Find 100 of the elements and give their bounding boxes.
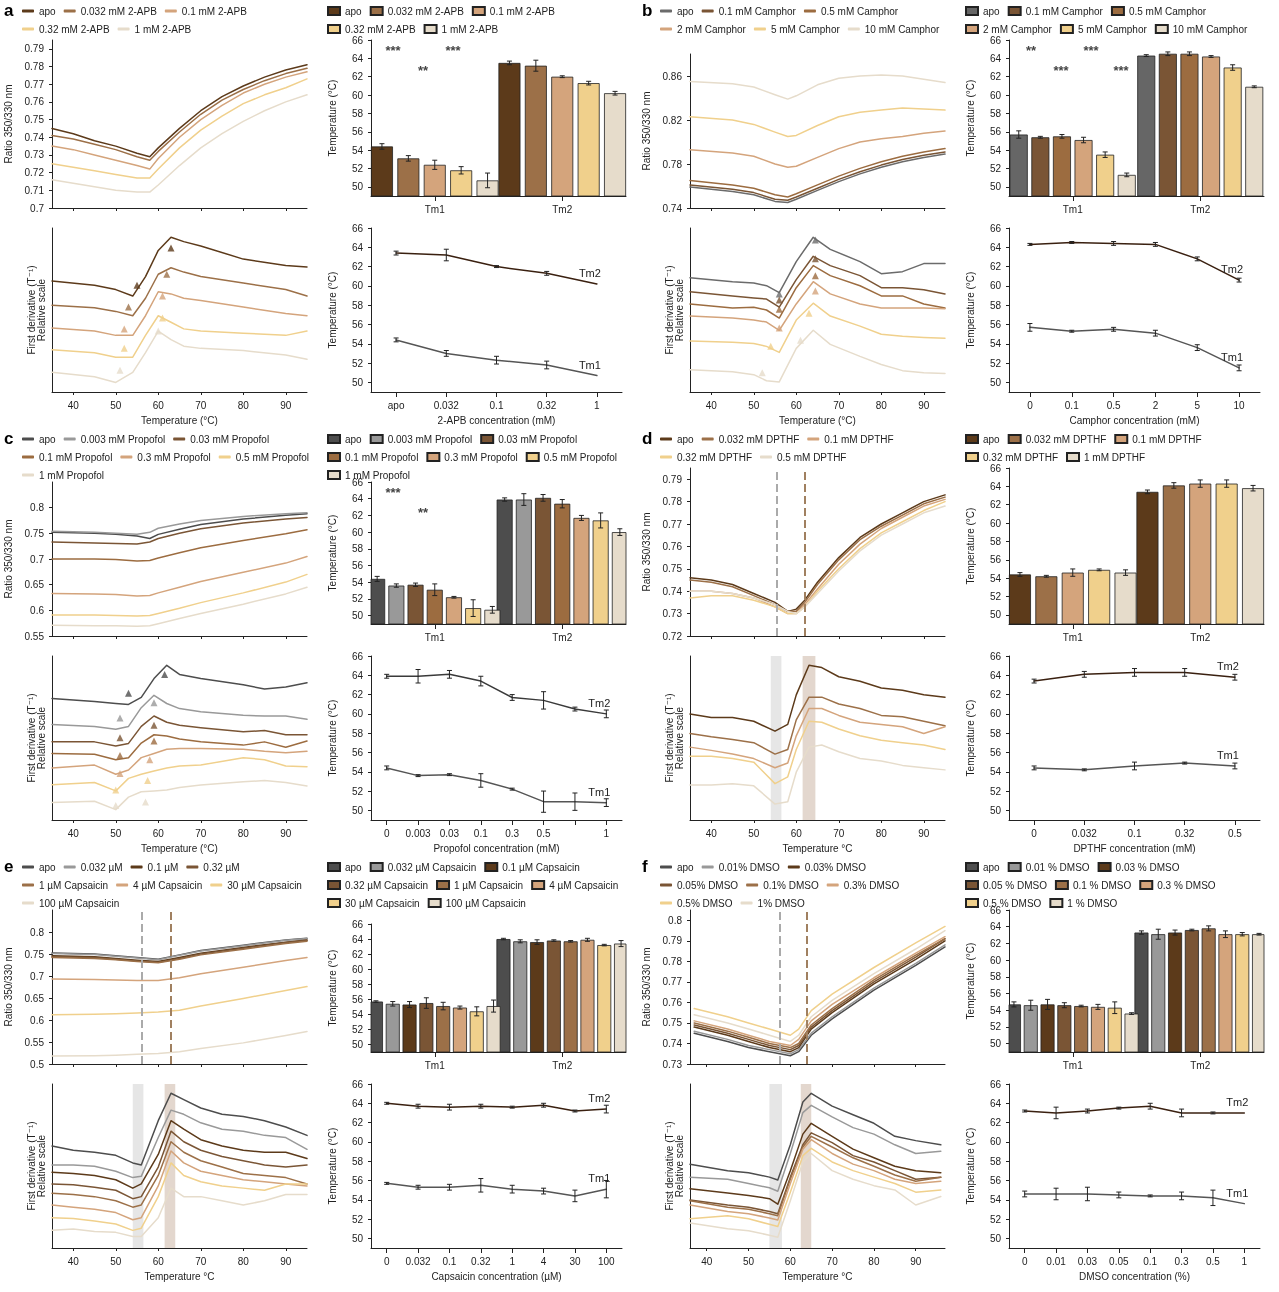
y-tick-label: 66	[989, 222, 1002, 234]
y-axis-title: Temperature (°C)	[964, 507, 976, 585]
y-tick-label: 0.76	[662, 540, 683, 552]
series-label: Tm1	[1221, 350, 1244, 363]
y-tick-label: 64	[351, 933, 364, 945]
y-tick-label: 62	[351, 689, 364, 701]
x-tick-label: 0.5	[1106, 399, 1121, 411]
y-axis-title: Ratio 350/330 nm	[641, 947, 653, 1027]
legend-label: 0.32 mM 2-APB	[39, 23, 110, 35]
y-tick-label: 0.8	[668, 914, 683, 926]
y-axis-title: First derivative (T⁻¹) Relative scale	[25, 693, 47, 783]
y-tick-label: 0.73	[662, 1058, 683, 1070]
legend-label: 10 mM Camphor	[1172, 23, 1248, 35]
y-tick-label: 60	[989, 1136, 1002, 1148]
y-tick-label: 56	[351, 318, 364, 330]
y-tick-label: 52	[989, 162, 1002, 174]
y-tick-label: 0.6	[30, 1014, 45, 1026]
legend-label: 0.1 % DMSO	[1072, 879, 1132, 891]
x-tick-label: Tm2	[552, 1059, 573, 1071]
y-tick-label: 52	[351, 357, 364, 369]
legend-label: 0.032 mM 2-APB	[387, 5, 465, 17]
y-tick-label: 58	[989, 107, 1002, 119]
legend-label: 0.003 mM Propofol	[387, 433, 473, 445]
x-axis-title: DMSO concentration (%)	[1078, 1270, 1191, 1282]
legend-label: 0.1 mM Camphor	[1025, 5, 1104, 17]
legend-label: 0.032 mM 2-APB	[80, 5, 158, 17]
legend-label: 0.3 % DMSO	[1157, 879, 1216, 891]
y-tick-label: 0.8	[30, 502, 45, 514]
x-tick-label: 60	[152, 399, 165, 411]
x-tick-label: Tm2	[1190, 1059, 1211, 1071]
x-tick-label: 60	[790, 399, 803, 411]
legend-label: 0.032 µM	[80, 861, 123, 873]
x-tick-label: 5	[1194, 399, 1201, 411]
series-label: Tm1	[1216, 748, 1239, 761]
y-axis-title: First derivative (T⁻¹) Relative scale	[25, 1121, 47, 1211]
x-tick-label: Tm2	[1190, 631, 1211, 643]
y-axis-title: Ratio 350/330 nm	[3, 519, 15, 599]
x-tick-label: 50	[110, 827, 122, 839]
legend-label: 0.1 mM 2-APB	[489, 5, 556, 17]
x-tick-label: 70	[195, 1255, 207, 1267]
y-tick-label: 62	[351, 1117, 364, 1129]
legend-label: 0.5 mM Camphor	[820, 5, 899, 17]
y-axis-title: First derivative (T⁻¹) Relative scale	[663, 693, 685, 783]
y-axis-title: First derivative (T⁻¹) Relative scale	[25, 265, 47, 355]
y-axis-title: Temperature (°C)	[326, 514, 338, 592]
x-tick-label: apo	[387, 399, 405, 411]
y-tick-label: 56	[351, 126, 364, 138]
y-axis-title: Temperature (°C)	[964, 79, 976, 157]
y-axis-title: Temperature (°C)	[326, 949, 338, 1027]
legend-label: 0.32 µM Capsaicin	[345, 879, 429, 891]
annotation: **	[417, 63, 429, 78]
y-tick-label: 0.7	[30, 970, 45, 982]
y-axis-title: Temperature (°C)	[964, 942, 976, 1020]
y-tick-label: 62	[989, 499, 1002, 511]
x-tick-label: 40	[705, 399, 718, 411]
y-tick-label: 66	[351, 650, 364, 662]
y-tick-label: 64	[351, 241, 364, 253]
legend-label: 5 mM Camphor	[1077, 23, 1148, 35]
y-tick-label: 52	[989, 785, 1002, 797]
y-tick-label: 60	[989, 280, 1002, 292]
legend-label: 30 µM Capsaicin	[227, 879, 302, 891]
y-tick-label: 54	[351, 1194, 364, 1206]
y-tick-label: 56	[989, 988, 1002, 1000]
legend-label: 4 µM Capsaicin	[549, 879, 619, 891]
y-tick-label: 54	[351, 338, 364, 350]
x-tick-label: 0	[383, 1255, 390, 1267]
x-tick-label: Tm1	[424, 1059, 446, 1071]
legend-label: apo	[677, 5, 695, 17]
legend-label: 0.3 mM Propofol	[137, 451, 211, 463]
x-tick-label: 70	[195, 399, 207, 411]
x-tick-label: 60	[152, 1255, 165, 1267]
y-tick-label: 0.76	[662, 996, 683, 1008]
y-tick-label: 52	[989, 1213, 1002, 1225]
legend-label: apo	[345, 861, 363, 873]
y-tick-label: 64	[989, 52, 1002, 64]
y-tick-label: 60	[351, 963, 364, 975]
x-tick-label: 0.1	[473, 827, 489, 839]
legend-label: 1 mM 2-APB	[441, 23, 499, 35]
y-tick-label: 0.7	[30, 202, 45, 214]
x-tick-label: 40	[705, 827, 718, 839]
y-tick-label: 60	[989, 954, 1002, 966]
legend-label: 1 % DMSO	[1067, 897, 1118, 909]
y-axis-title: First derivative (T⁻¹) Relative scale	[663, 265, 685, 355]
y-tick-label: 0.72	[662, 630, 683, 642]
y-tick-label: 58	[989, 299, 1002, 311]
legend-label: 1 mM Propofol	[39, 469, 105, 481]
y-tick-label: 60	[351, 280, 364, 292]
legend-label: 1% DMSO	[757, 897, 806, 909]
y-tick-label: 50	[351, 610, 364, 622]
y-tick-label: 0.73	[24, 149, 45, 161]
y-tick-label: 62	[989, 1117, 1002, 1129]
legend-label: 0.032 mM DPTHF	[1025, 433, 1107, 445]
x-tick-label: Tm1	[1062, 203, 1084, 215]
series-label: Tm1	[1226, 1186, 1249, 1199]
x-tick-label: Tm1	[424, 631, 446, 643]
series-label: Tm2	[588, 1092, 611, 1105]
y-tick-label: 58	[351, 299, 364, 311]
y-tick-label: 0.75	[662, 1017, 683, 1029]
x-tick-label: 0.5	[1227, 827, 1243, 839]
y-tick-label: 66	[989, 34, 1002, 46]
